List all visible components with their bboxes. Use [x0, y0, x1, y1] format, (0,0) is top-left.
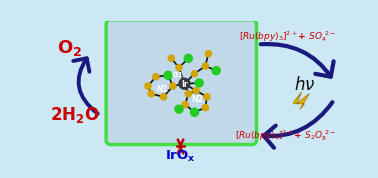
Circle shape — [185, 55, 191, 61]
Circle shape — [175, 105, 183, 113]
Circle shape — [165, 72, 171, 78]
Circle shape — [168, 55, 174, 61]
FancyBboxPatch shape — [106, 20, 257, 145]
Circle shape — [179, 78, 190, 89]
Circle shape — [191, 108, 198, 116]
Polygon shape — [294, 92, 309, 109]
Circle shape — [184, 54, 192, 62]
Text: N2: N2 — [192, 95, 203, 104]
Circle shape — [213, 68, 219, 74]
Text: N1: N1 — [156, 85, 168, 94]
Circle shape — [160, 94, 167, 100]
Text: Ir: Ir — [181, 80, 188, 89]
Circle shape — [202, 104, 208, 111]
Circle shape — [195, 79, 203, 87]
Circle shape — [202, 63, 208, 69]
Circle shape — [145, 83, 151, 89]
Circle shape — [164, 71, 172, 79]
Circle shape — [205, 51, 212, 57]
Circle shape — [196, 80, 202, 86]
Text: $[Ru(bpy)_3]^{2+}$+ $SO_4^{\ 2-}$: $[Ru(bpy)_3]^{2+}$+ $SO_4^{\ 2-}$ — [239, 29, 336, 44]
FancyArrowPatch shape — [264, 102, 332, 148]
FancyArrowPatch shape — [261, 44, 334, 77]
Text: Cl1: Cl1 — [172, 72, 183, 78]
Circle shape — [185, 91, 191, 97]
Circle shape — [176, 64, 182, 71]
Circle shape — [204, 94, 210, 100]
Circle shape — [153, 74, 159, 80]
Circle shape — [170, 83, 176, 89]
Text: $[Ru(bpy)_3]^{2+}$+ $S_2O_8^{\ 2-}$: $[Ru(bpy)_3]^{2+}$+ $S_2O_8^{\ 2-}$ — [235, 128, 336, 143]
Circle shape — [182, 101, 188, 108]
Circle shape — [193, 88, 199, 94]
Circle shape — [148, 91, 154, 97]
Text: $\mathbf{2H_2O}$: $\mathbf{2H_2O}$ — [50, 105, 100, 125]
FancyArrowPatch shape — [73, 58, 98, 114]
Circle shape — [212, 67, 220, 75]
Text: $h\nu$: $h\nu$ — [294, 75, 315, 93]
Text: $\mathbf{O_2}$: $\mathbf{O_2}$ — [57, 38, 82, 57]
Text: $\mathbf{IrO_x}$: $\mathbf{IrO_x}$ — [165, 149, 196, 164]
Circle shape — [191, 109, 198, 115]
Circle shape — [191, 71, 198, 77]
